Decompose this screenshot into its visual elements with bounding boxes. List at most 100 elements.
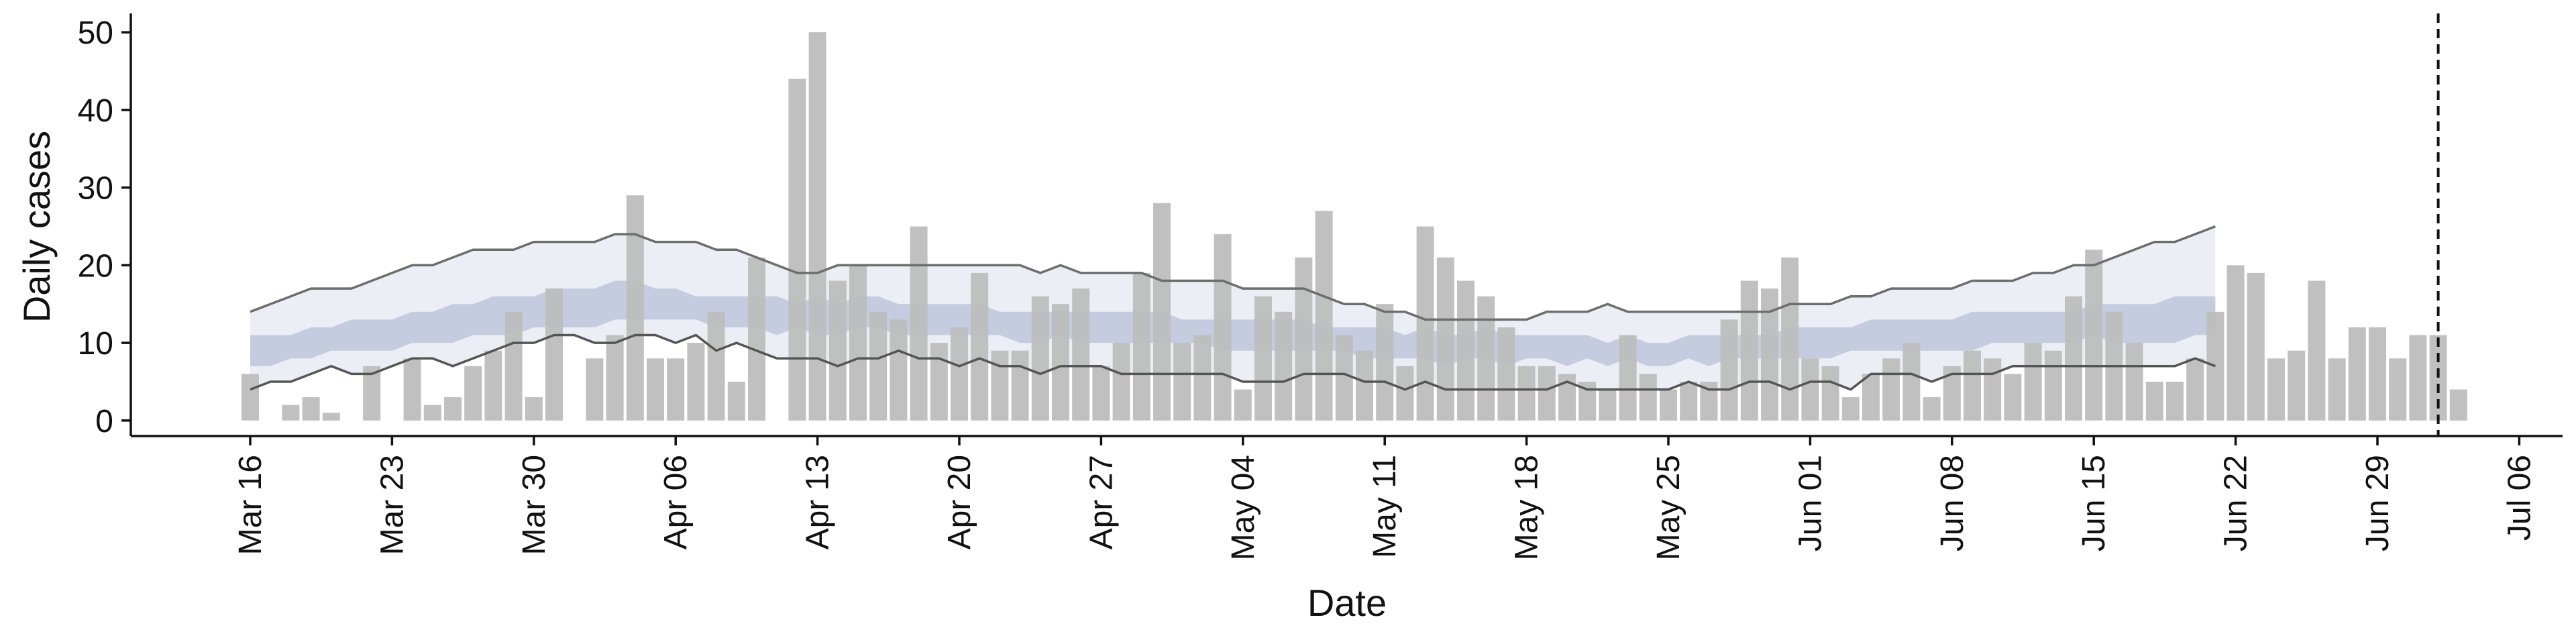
daily-case-bar [2389, 358, 2407, 421]
daily-case-bar [1902, 343, 1921, 421]
daily-case-bar [1052, 304, 1069, 421]
daily-case-bar [951, 327, 968, 421]
daily-case-bar [1923, 397, 1941, 421]
daily-case-bar [890, 319, 908, 421]
x-tick-label: Jul 06 [2502, 455, 2537, 541]
daily-case-bar [2024, 343, 2042, 421]
daily-case-bar [910, 226, 928, 421]
daily-case-bar [2369, 327, 2386, 421]
daily-case-bar [849, 265, 867, 421]
daily-case-bar [2226, 265, 2245, 421]
x-axis-title: Date [1307, 582, 1387, 624]
daily-case-bar [667, 358, 685, 421]
daily-case-bar [1964, 350, 1981, 421]
daily-case-bar [1335, 335, 1353, 421]
daily-case-bar [2004, 374, 2022, 421]
y-tick-label: 30 [78, 171, 113, 207]
y-axis-title: Daily cases [15, 131, 58, 323]
x-tick-label: Jun 29 [2360, 455, 2396, 551]
daily-case-bar [1011, 350, 1029, 421]
daily-case-bar [1031, 296, 1049, 421]
x-tick-label: Apr 20 [942, 455, 977, 549]
daily-case-bar [2409, 335, 2427, 421]
daily-case-bar [1275, 311, 1293, 421]
daily-case-bar [586, 358, 604, 421]
x-tick-label: May 25 [1651, 455, 1686, 560]
daily-case-bar [828, 280, 847, 421]
daily-case-bar [1619, 335, 1637, 421]
axes: 0 10 20 30 40 50 Mar 16 Mar 23 Mar 30 Apr 06 Apr 1… [78, 13, 2563, 560]
daily-case-bar [1436, 257, 1454, 421]
daily-case-bar [403, 358, 421, 421]
x-tick-label: Jun 15 [2076, 455, 2112, 551]
daily-case-bar [788, 78, 806, 421]
upper-bound-line [250, 225, 2216, 321]
daily-case-bar [2085, 250, 2103, 421]
daily-case-bar [1315, 211, 1333, 421]
daily-case-bar [1132, 272, 1150, 421]
daily-case-bar [1599, 389, 1617, 421]
daily-case-bar [2267, 358, 2285, 421]
daily-case-bar [241, 374, 259, 421]
daily-case-bar [2186, 358, 2204, 421]
daily-case-bar [1660, 389, 1677, 421]
daily-case-bar [2145, 382, 2163, 421]
daily-case-bar [869, 311, 888, 421]
daily-case-bar [808, 32, 826, 421]
daily-case-bar [545, 288, 563, 421]
daily-case-bar [484, 350, 502, 421]
daily-case-bar [2328, 358, 2346, 421]
daily-case-bar [2166, 382, 2184, 421]
daily-case-bar [1234, 389, 1252, 421]
daily-case-bar [363, 366, 381, 421]
x-tick-label: May 04 [1226, 455, 1261, 560]
daily-case-bar [1295, 257, 1313, 421]
y-tick-label: 0 [95, 404, 113, 439]
daily-case-bar [1497, 327, 1515, 421]
daily-case-bar [1092, 366, 1110, 421]
daily-case-bar [2348, 327, 2366, 421]
daily-case-bar [748, 257, 765, 421]
daily-case-bar [1072, 288, 1090, 421]
daily-case-bar [1112, 343, 1130, 421]
daily-case-bar [1214, 234, 1232, 421]
daily-case-bar [2308, 280, 2326, 421]
daily-case-bar [2065, 296, 2082, 421]
x-tick-label: Mar 16 [233, 455, 268, 555]
x-tick-label: Apr 06 [658, 455, 694, 549]
daily-case-bar [1841, 397, 1860, 421]
daily-case-bar [1193, 335, 1212, 421]
daily-case-bar [1457, 280, 1474, 421]
daily-case-bar [1801, 358, 1819, 421]
projection-bands [250, 226, 2216, 390]
daily-case-bar [322, 413, 340, 421]
daily-case-bar [302, 397, 320, 421]
daily-case-bar [2125, 343, 2143, 421]
daily-case-bar [1680, 382, 1698, 421]
x-tick-label: Mar 23 [374, 455, 410, 555]
daily-case-bar [525, 397, 543, 421]
daily-case-bar [647, 358, 664, 421]
daily-case-bar [444, 397, 462, 421]
daily-case-bar [1882, 358, 1900, 421]
daily-case-bar [1538, 366, 1556, 421]
x-tick-label: Jun 22 [2218, 455, 2254, 551]
daily-case-bar [626, 195, 644, 421]
daily-case-bar [991, 350, 1009, 421]
daily-case-bar [2044, 350, 2062, 421]
y-tick-label: 10 [78, 326, 113, 362]
x-tick-label: Jun 08 [1935, 455, 1970, 551]
daily-case-bar [971, 272, 989, 421]
daily-case-bar [1254, 296, 1272, 421]
x-tick-label: Mar 30 [517, 455, 552, 555]
daily-case-bar [2247, 272, 2265, 421]
daily-case-bar [464, 366, 482, 421]
daily-case-bar [1720, 319, 1738, 421]
daily-case-bar [2449, 389, 2467, 421]
x-tick-label: Apr 13 [800, 455, 836, 549]
daily-case-bar [1781, 257, 1799, 421]
daily-case-bar [1821, 366, 1839, 421]
daily-case-bar [1477, 296, 1495, 421]
daily-case-bar [423, 405, 441, 421]
